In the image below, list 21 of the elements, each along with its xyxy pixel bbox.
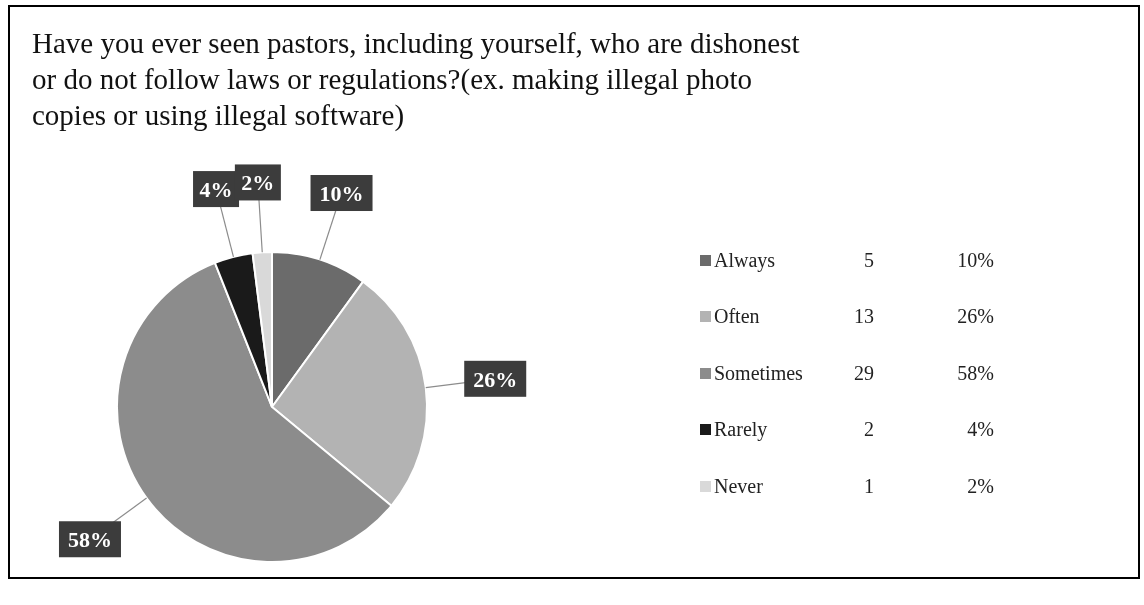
legend-label: Often bbox=[714, 305, 761, 329]
text: 10% bbox=[957, 248, 994, 271]
legend-label: Always bbox=[714, 248, 777, 272]
text: 2 bbox=[863, 418, 874, 442]
text: 13 bbox=[853, 305, 874, 329]
text: 29 bbox=[853, 361, 874, 385]
text: 5 bbox=[863, 248, 874, 272]
text: 26% bbox=[957, 305, 994, 328]
text: 2% bbox=[967, 474, 994, 497]
data-label: 4% bbox=[199, 177, 233, 203]
chart-title: Have you ever seen pastors, including yourself, who are dishonest or do not follow laws or regulations?(ex. making illegal photo copies or using illegal software) bbox=[32, 26, 801, 133]
legend-label: Never bbox=[714, 474, 764, 498]
data-label: 2% bbox=[241, 170, 275, 196]
legend-label: Sometimes bbox=[714, 361, 804, 385]
legend-label: Rarely bbox=[714, 418, 769, 442]
text: 4% bbox=[967, 418, 994, 441]
data-label: 10% bbox=[319, 181, 364, 207]
data-label: 26% bbox=[473, 366, 518, 392]
text: 58% bbox=[957, 361, 994, 384]
text: 1 bbox=[863, 474, 874, 498]
data-label: 58% bbox=[67, 527, 112, 553]
